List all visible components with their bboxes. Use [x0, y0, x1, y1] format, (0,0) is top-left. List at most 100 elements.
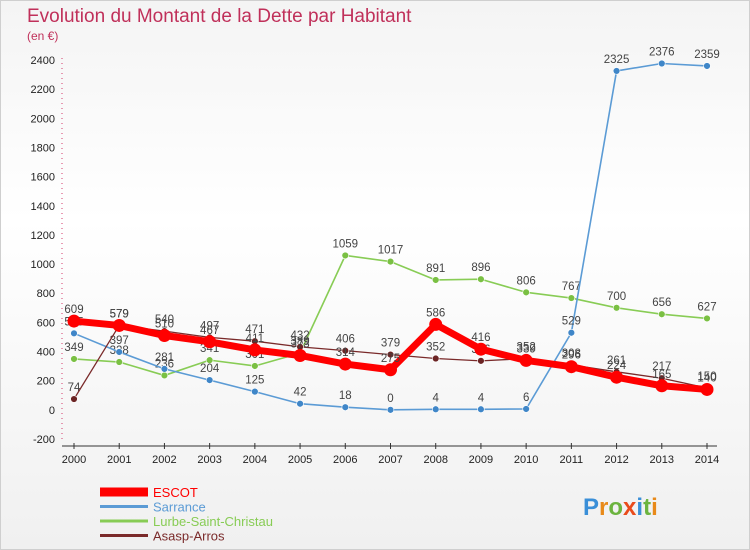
data-point	[655, 379, 669, 393]
data-label: 140	[697, 372, 716, 384]
data-label: 4	[478, 392, 485, 404]
data-point	[205, 376, 214, 384]
x-tick-label: 2007	[378, 454, 402, 466]
data-label: 627	[697, 301, 716, 313]
data-point	[432, 405, 440, 413]
data-point	[567, 329, 576, 337]
y-tick-label: -200	[33, 434, 55, 446]
legend-label: Asasp-Arros	[153, 529, 225, 544]
data-label: 579	[110, 308, 129, 320]
data-label: 411	[246, 333, 264, 345]
brand-logo: Proxiti	[583, 494, 658, 521]
y-tick-label: 1000	[31, 259, 55, 271]
logo-letter: i	[651, 494, 658, 521]
data-point	[567, 294, 576, 302]
logo-letter: t	[643, 494, 651, 521]
x-tick-label: 2003	[197, 454, 221, 466]
y-tick-label: 2000	[31, 113, 55, 125]
data-label: 579	[110, 308, 129, 320]
y-tick-label: 1400	[31, 201, 55, 213]
data-label: 497	[200, 320, 219, 332]
series-lurbe-saint-christau: 3493282363413013891059101789189680676770…	[64, 238, 717, 380]
data-point	[386, 350, 395, 359]
data-point	[432, 354, 440, 363]
x-tick-label: 2000	[62, 454, 86, 466]
axes: -200020040060080010001200140016001800200…	[31, 55, 720, 466]
data-point	[205, 356, 214, 364]
data-point	[341, 346, 349, 355]
data-label: 467	[200, 325, 219, 337]
data-label: 18	[339, 390, 352, 402]
data-point	[658, 59, 666, 68]
y-tick-label: 800	[37, 288, 55, 300]
logo-letter: o	[608, 494, 623, 521]
data-point	[70, 329, 78, 338]
data-label: 125	[245, 375, 264, 387]
data-point	[251, 387, 259, 396]
y-tick-label: 2200	[31, 84, 55, 96]
data-point	[429, 317, 443, 331]
data-label: 2359	[694, 49, 720, 61]
x-tick-label: 2014	[695, 454, 719, 466]
data-label: 6	[523, 392, 529, 404]
logo-letter: x	[623, 494, 637, 521]
data-point	[157, 329, 171, 343]
data-point	[432, 276, 440, 284]
data-point	[203, 335, 217, 349]
legend-label: Lurbe-Saint-Christau	[153, 514, 273, 529]
data-label: 150	[697, 371, 716, 383]
data-point	[384, 363, 397, 377]
data-point	[115, 358, 123, 366]
data-label: 432	[290, 330, 309, 342]
data-label: 0	[387, 393, 393, 405]
data-point	[160, 371, 169, 380]
y-tick-label: 1600	[31, 172, 55, 184]
y-tick-label: 1200	[31, 230, 55, 242]
y-tick-label: 400	[37, 347, 55, 359]
x-tick-label: 2006	[333, 454, 357, 466]
data-point	[658, 310, 666, 318]
data-point	[477, 275, 485, 283]
x-tick-label: 2010	[514, 454, 538, 466]
series-sarrance: 52539728120412542180446529232523762359	[64, 46, 720, 414]
x-tick-label: 2004	[243, 454, 267, 466]
data-label: 339	[517, 343, 536, 355]
data-point	[70, 395, 78, 403]
logo-letter: P	[583, 494, 599, 521]
y-tick-label: 2400	[31, 55, 55, 67]
x-tick-label: 2012	[604, 454, 628, 466]
data-point	[522, 405, 530, 413]
y-tick-label: 1800	[31, 142, 55, 154]
logo-letter: r	[599, 494, 608, 521]
data-point	[248, 343, 262, 357]
data-label: 308	[562, 348, 581, 360]
data-point	[160, 365, 169, 373]
series-escot: 609 579 510 467 411 373 314 275 586 416 339 296 224 1…	[64, 304, 717, 396]
series-layer: 3493282363413013891059101789189680676770…	[64, 46, 720, 414]
data-point	[386, 406, 395, 414]
x-tick-label: 2001	[107, 454, 131, 466]
data-point	[115, 348, 123, 356]
data-label: 389	[290, 336, 309, 348]
data-point	[610, 370, 624, 384]
data-label: 896	[471, 262, 490, 274]
x-tick-label: 2008	[423, 454, 447, 466]
data-label: 767	[562, 281, 581, 293]
data-point	[519, 353, 533, 367]
data-label: 891	[426, 263, 445, 275]
data-label: 471	[245, 324, 264, 336]
data-label: 4	[433, 392, 440, 404]
data-label: 609	[64, 304, 83, 316]
data-label: 529	[562, 316, 581, 328]
data-label: 2376	[649, 46, 675, 58]
data-point	[564, 360, 578, 374]
x-tick-label: 2009	[469, 454, 493, 466]
data-label: 224	[607, 360, 627, 372]
data-point	[296, 400, 304, 408]
data-point	[700, 382, 714, 396]
data-label: 352	[517, 342, 536, 354]
data-label: 586	[426, 307, 445, 319]
data-label: 416	[471, 332, 490, 344]
data-label: 379	[381, 338, 400, 350]
